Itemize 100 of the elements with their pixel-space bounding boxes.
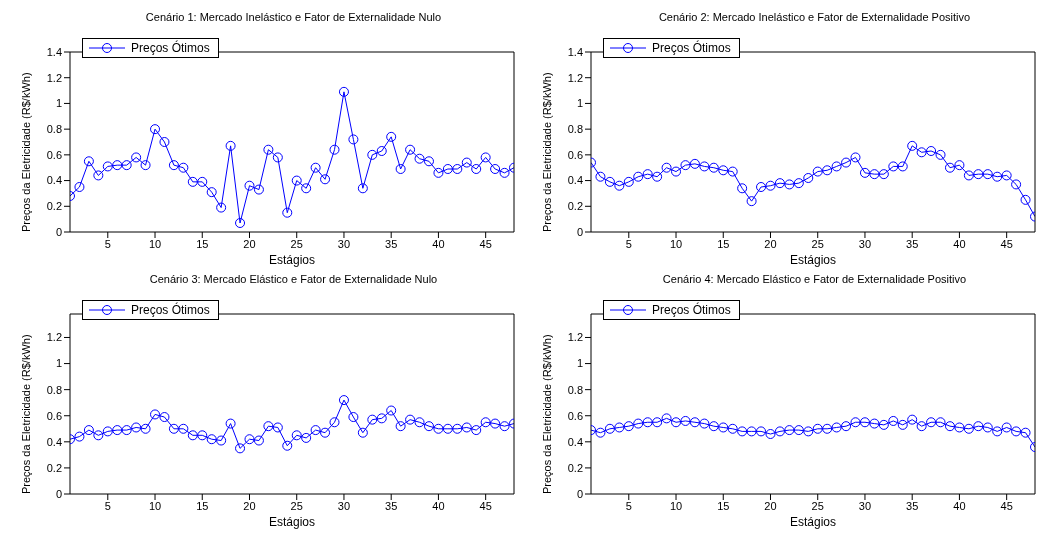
point [859,167,870,178]
point [689,158,700,169]
x-tick-label: 30 [337,499,351,512]
point [499,421,510,432]
point [982,422,993,433]
point [452,164,463,174]
point [859,417,870,428]
y-tick-label: 1 [55,357,62,370]
point [1020,194,1031,205]
point [699,161,710,172]
x-tick-label: 30 [858,499,872,512]
point [121,425,132,436]
x-tick-label: 20 [764,499,777,512]
point [850,152,861,163]
point [661,413,672,424]
point [263,421,274,432]
point [869,418,880,429]
point [992,171,1003,182]
point [159,137,170,147]
point [112,160,123,171]
point [206,187,217,198]
point [395,421,406,432]
point [320,174,331,185]
point [150,124,161,135]
point [480,417,491,428]
point [480,152,491,163]
point [461,422,472,433]
y-axis-title: Preços da Eletricidade (R$/kWh) [19,72,32,232]
point [623,176,634,187]
point [633,171,644,182]
point [671,166,682,177]
point [973,169,984,180]
point [301,432,312,443]
x-tick-label: 35 [906,237,919,250]
point [642,169,653,180]
point [897,419,908,430]
point [197,430,208,441]
y-tick-label: 0.8 [46,383,62,396]
point [935,417,946,428]
point [423,421,434,432]
x-tick-label: 45 [1000,237,1013,250]
point [414,153,425,164]
point [822,165,833,176]
point [623,421,634,432]
point [831,422,842,433]
y-tick-label: 0 [576,225,583,238]
point [338,86,349,97]
point [348,412,359,423]
y-tick-label: 0.2 [46,200,62,213]
chart-title: Cenário 4: Mercado Elástico e Fator de Externalidade Positivo [661,272,968,287]
point [954,160,965,171]
y-tick-label: 0.8 [46,123,62,136]
point [310,162,321,173]
x-tick-label: 45 [1000,499,1013,512]
x-tick-label: 25 [290,499,303,512]
point [253,184,264,195]
point [841,157,852,168]
point [765,429,776,439]
point [291,430,302,441]
point [272,422,283,433]
point [907,140,918,151]
x-tick-label: 5 [104,237,111,250]
x-tick-label: 25 [811,499,824,512]
x-tick-label: 25 [811,237,824,250]
x-tick-label: 15 [196,499,209,512]
y-tick-label: 1 [576,357,583,370]
point [357,427,368,438]
point [935,149,946,160]
point [954,422,965,433]
x-tick-label: 40 [432,237,445,250]
y-tick-label: 1.4 [46,45,62,58]
y-tick-label: 0 [55,487,62,500]
point [471,164,482,174]
point [83,425,94,436]
point [869,169,880,180]
y-tick-label: 0.6 [567,148,583,161]
point [386,405,397,416]
point [689,417,700,428]
x-axis-title: Estágios [268,515,316,529]
point [93,170,104,181]
point [661,162,672,173]
point [178,162,189,173]
x-tick-label: 15 [717,237,730,250]
point [746,426,757,437]
point [1001,170,1012,181]
point [320,427,331,438]
point [652,417,663,428]
point [614,180,625,191]
point [499,167,510,178]
y-tick-label: 1.2 [567,331,583,344]
point [150,409,161,420]
point [206,434,217,445]
point [329,417,340,428]
point [310,425,321,436]
point [168,160,179,171]
y-tick-label: 1 [576,97,583,110]
y-tick-label: 0.4 [46,435,62,448]
point [1011,179,1022,190]
y-tick-label: 0.6 [46,409,62,422]
point [197,176,208,187]
